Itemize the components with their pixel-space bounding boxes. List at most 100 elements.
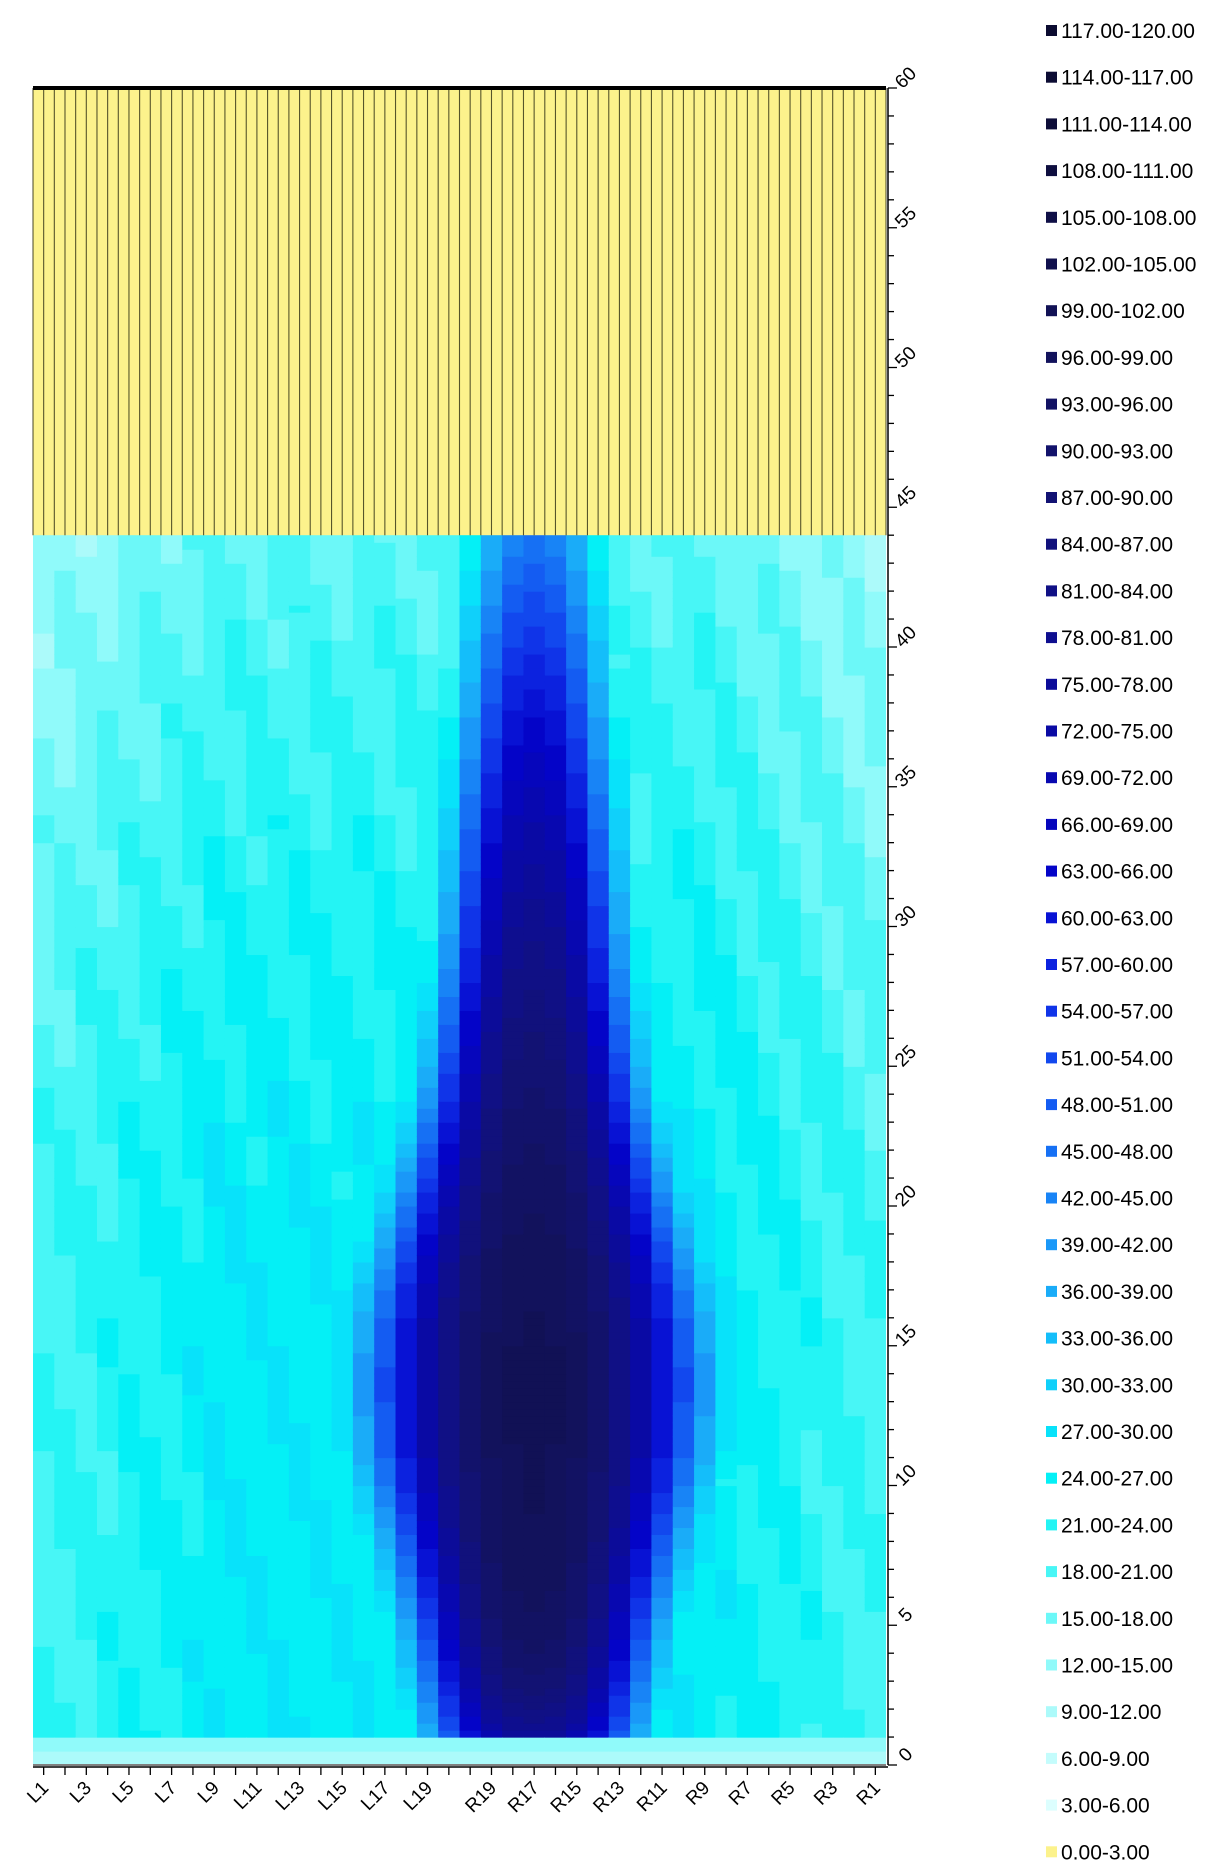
heatmap-cell [459, 828, 482, 837]
heatmap-cell [54, 947, 77, 956]
heatmap-cell [544, 849, 567, 858]
heatmap-cell [182, 1122, 205, 1130]
heatmap-cell [395, 1506, 418, 1515]
heatmap-cell [118, 1387, 141, 1396]
heatmap-cell [139, 1506, 162, 1515]
heatmap-cell [395, 1115, 418, 1123]
heatmap-cell [416, 989, 439, 997]
heatmap-cell [267, 1352, 290, 1361]
heatmap-cell [416, 842, 439, 851]
heatmap-cell [630, 1506, 653, 1515]
heatmap-cell [502, 730, 525, 739]
heatmap-cell [395, 821, 418, 830]
heatmap-cell [459, 1555, 482, 1563]
heatmap-cell [96, 1723, 119, 1731]
heatmap-cell [75, 1240, 98, 1249]
heatmap-cell [459, 1702, 482, 1710]
heatmap-cell [139, 577, 162, 585]
heatmap-cell [480, 814, 503, 823]
heatmap-cell [246, 653, 269, 662]
heatmap-cell [608, 863, 631, 872]
heatmap-cell [523, 912, 546, 921]
heatmap-cell [523, 1639, 546, 1647]
heatmap-cell [544, 905, 567, 914]
heatmap-cell [267, 695, 290, 704]
heatmap-cell [267, 1471, 290, 1480]
heatmap-cell [160, 975, 183, 983]
heatmap-cell [480, 1024, 503, 1032]
heatmap-cell [75, 563, 98, 571]
heatmap-cell [523, 1555, 546, 1563]
heatmap-cell [224, 1080, 247, 1088]
heatmap-cell [139, 821, 162, 830]
heatmap-cell [267, 1520, 290, 1529]
heatmap-cell [544, 612, 567, 620]
heatmap-cell [566, 1548, 589, 1556]
heatmap-cell [438, 1604, 461, 1612]
heatmap-cell [374, 765, 397, 774]
heatmap-cell [246, 1534, 269, 1542]
heatmap-cell [75, 1548, 98, 1556]
heatmap-cell [224, 1219, 247, 1228]
heatmap-cell [608, 563, 631, 571]
heatmap-cell [139, 744, 162, 753]
heatmap-cell [352, 730, 375, 739]
heatmap-cell [566, 898, 589, 907]
heatmap-cell [224, 1422, 247, 1431]
heatmap-cell [544, 702, 567, 711]
heatmap-cell [288, 1296, 311, 1305]
heatmap-cell [587, 961, 610, 970]
heatmap-cell [544, 1017, 567, 1025]
heatmap-cell [310, 1541, 333, 1549]
heatmap-cell [288, 947, 311, 956]
heatmap-cell [587, 1562, 610, 1570]
heatmap-cell [288, 730, 311, 739]
heatmap-cell [523, 1380, 546, 1389]
heatmap-cell [480, 1073, 503, 1081]
heatmap-cell [246, 1010, 269, 1018]
heatmap-cell [416, 1052, 439, 1060]
heatmap-cell [395, 1674, 418, 1682]
heatmap-cell [587, 626, 610, 634]
heatmap-cell [118, 1094, 141, 1102]
heatmap-cell [310, 1282, 333, 1291]
heatmap-cell [544, 891, 567, 900]
heatmap-cell [96, 877, 119, 886]
heatmap-cell [459, 765, 482, 774]
heatmap-cell [480, 1017, 503, 1025]
heatmap-cell [544, 1737, 567, 1745]
heatmap-cell [566, 1688, 589, 1696]
heatmap-cell [267, 1576, 290, 1584]
heatmap-cell [523, 1597, 546, 1605]
heatmap-cell [331, 716, 354, 725]
heatmap-cell [139, 591, 162, 599]
heatmap-cell [310, 695, 333, 704]
heatmap-cell [182, 1164, 205, 1172]
heatmap-cell [75, 884, 98, 893]
heatmap-cell [224, 975, 247, 983]
heatmap-cell [331, 1478, 354, 1487]
heatmap-cell [96, 1157, 119, 1165]
heatmap-cell [331, 849, 354, 858]
heatmap-cell [310, 1387, 333, 1396]
heatmap-cell [523, 1499, 546, 1508]
heatmap-cell [374, 1758, 397, 1765]
heatmap-cell [246, 1618, 269, 1626]
heatmap-cell [224, 1324, 247, 1333]
heatmap-cell [54, 1261, 77, 1270]
heatmap-cell [352, 1031, 375, 1039]
heatmap-cell [438, 709, 461, 718]
heatmap-cell [502, 674, 525, 683]
heatmap-cell [374, 898, 397, 907]
heatmap-cell [331, 1429, 354, 1438]
heatmap-cell [331, 1688, 354, 1696]
heatmap-cell [523, 1576, 546, 1584]
heatmap-cell [416, 570, 439, 578]
heatmap-cell [523, 1282, 546, 1291]
heatmap-cell [416, 947, 439, 956]
heatmap-cell [310, 1115, 333, 1123]
heatmap-cell [203, 744, 226, 753]
heatmap-cell [118, 1185, 141, 1193]
heatmap-cell [352, 584, 375, 592]
heatmap-cell [96, 612, 119, 620]
